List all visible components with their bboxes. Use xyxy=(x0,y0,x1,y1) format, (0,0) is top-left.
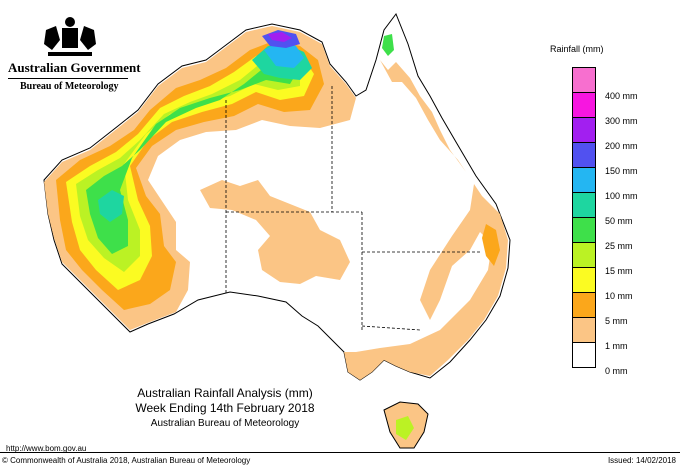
legend-label-10: 10 mm xyxy=(605,291,633,301)
rain-zone-100mm xyxy=(264,42,304,68)
legend-label-150: 150 mm xyxy=(605,166,638,176)
legend-swatch-25-50 xyxy=(572,217,596,243)
source-url: http://www.bom.gov.au xyxy=(6,444,87,453)
rain-zone-qld-25mm xyxy=(382,34,394,56)
legend-swatch-200-300 xyxy=(572,117,596,143)
footer-divider xyxy=(0,452,680,453)
legend-label-100: 100 mm xyxy=(605,191,638,201)
legend-label-50: 50 mm xyxy=(605,216,633,226)
legend xyxy=(572,67,596,368)
legend-swatch-0-1 xyxy=(572,342,596,368)
legend-swatch-150-200 xyxy=(572,142,596,168)
copyright-text: © Commonwealth of Australia 2018, Austra… xyxy=(2,456,251,465)
rain-zone-1mm-east xyxy=(344,60,508,380)
legend-swatch-100-150 xyxy=(572,167,596,193)
caption-line-2: Week Ending 14th February 2018 xyxy=(135,401,315,415)
legend-swatch-10-15 xyxy=(572,267,596,293)
legend-swatch-1-5 xyxy=(572,317,596,343)
legend-label-15: 15 mm xyxy=(605,266,633,276)
rain-zone-east-10mm xyxy=(482,224,500,266)
caption-line-1: Australian Rainfall Analysis (mm) xyxy=(137,386,313,400)
legend-swatch-5-10 xyxy=(572,292,596,318)
legend-label-300: 300 mm xyxy=(605,116,638,126)
rain-zone-25mm xyxy=(86,62,296,254)
rain-zone-15mm xyxy=(76,56,300,272)
tasmania xyxy=(383,401,429,449)
legend-title: Rainfall (mm) xyxy=(550,44,604,54)
legend-label-1: 1 mm xyxy=(605,341,628,351)
government-title: Australian Government xyxy=(8,60,141,75)
legend-label-25: 25 mm xyxy=(605,241,633,251)
rain-zone-1mm-centre xyxy=(200,180,350,284)
legend-label-200: 200 mm xyxy=(605,141,638,151)
legend-label-5: 5 mm xyxy=(605,316,628,326)
rain-zone-50mm-wa xyxy=(98,190,124,222)
legend-swatch-15-25 xyxy=(572,242,596,268)
caption-line-3: Australian Bureau of Meteorology xyxy=(150,418,300,429)
header-divider xyxy=(8,78,128,79)
legend-label-0: 0 mm xyxy=(605,366,628,376)
map-caption: Australian Rainfall Analysis (mm) Week E… xyxy=(120,386,330,431)
rain-zone-tas-15mm xyxy=(396,416,414,440)
coat-of-arms-icon xyxy=(44,17,96,56)
state-borders xyxy=(225,86,482,331)
legend-swatch-300-400 xyxy=(572,92,596,118)
rain-zone-200mm xyxy=(268,32,292,42)
issued-date: Issued: 14/02/2018 xyxy=(607,456,676,465)
bureau-title: Bureau of Meteorology xyxy=(20,81,119,92)
legend-swatch-above-400 xyxy=(572,67,596,93)
legend-label-400: 400 mm xyxy=(605,91,638,101)
legend-swatch-50-100 xyxy=(572,192,596,218)
